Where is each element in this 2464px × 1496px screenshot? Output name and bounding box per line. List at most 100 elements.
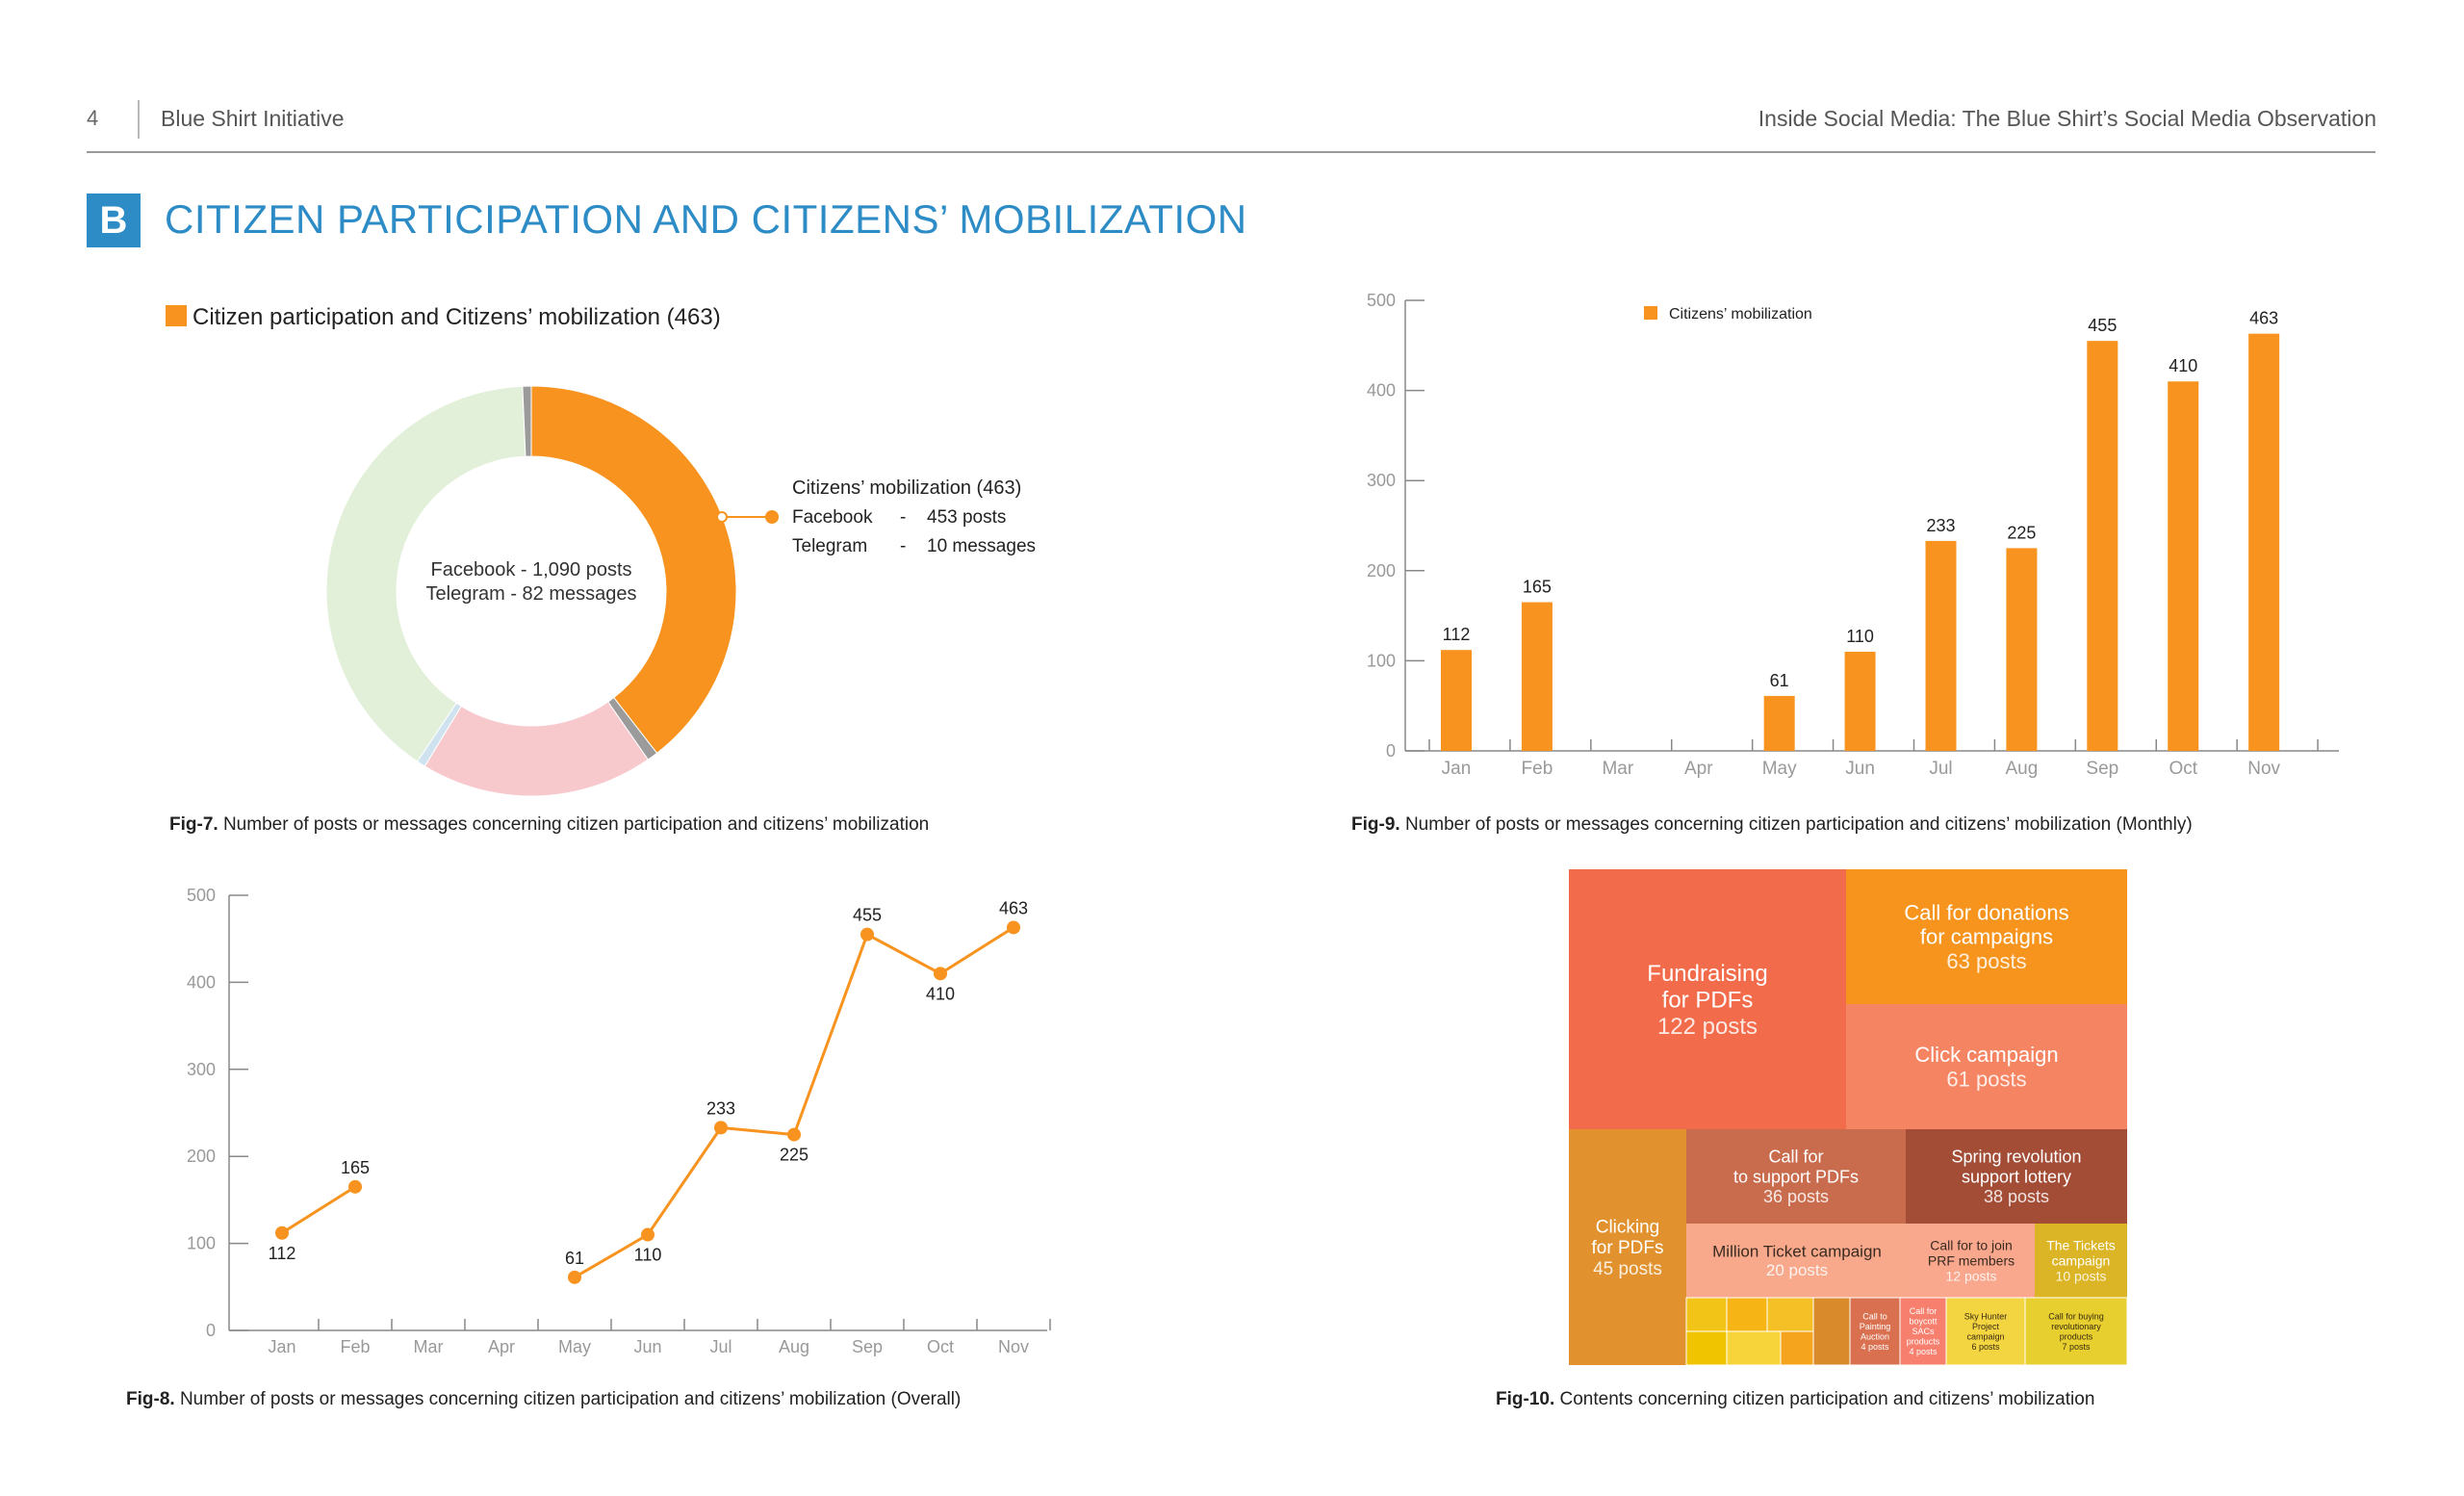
fig8-x-tick-label: Mar (414, 1337, 444, 1356)
fig10-tile-label: Spring revolution (1951, 1148, 2081, 1167)
fig9-bar-oct (2168, 381, 2199, 751)
fig9-x-tick-label: Oct (2169, 759, 2197, 779)
fig10-small-tile-label: Sky Hunter (1964, 1311, 2008, 1321)
fig9-legend-label: Citizens’ mobilization (1669, 306, 1812, 322)
fig10-tile-1 (1846, 869, 2127, 1004)
fig8-point-oct (934, 967, 947, 981)
fig10-tiny-tile (1685, 1330, 1728, 1365)
fig10-tile-7 (1908, 1224, 2035, 1298)
fig10-tile-label: for PDFs (1592, 1238, 1664, 1258)
fig10-tiny-tile (1685, 1297, 1728, 1332)
fig10-tile-count: 10 posts (2056, 1269, 2107, 1284)
fig7-callout-title: Citizens’ mobilization (463) (792, 477, 1021, 499)
fig8-caption-text: Number of posts or messages concerning c… (179, 1389, 962, 1409)
fig9-data-label: 225 (2007, 523, 2036, 542)
fig10-small-tile-label: Call to (1862, 1311, 1887, 1321)
fig9-bar-jun (1844, 652, 1876, 751)
fig10-tile-count: 20 posts (1766, 1261, 1828, 1279)
fig10-small-tile-label: Auction (1861, 1331, 1889, 1341)
fig10-tile-label: The Tickets (2046, 1237, 2116, 1252)
fig8-data-label: 463 (999, 898, 1028, 917)
fig9-y-tick-label: 500 (1367, 291, 1396, 310)
fig10-small-tile-count: 6 posts (1971, 1342, 2000, 1352)
fig10-caption: Fig-10. Contents concerning citizen part… (1496, 1389, 2094, 1410)
fig8-x-tick-label: Jun (633, 1337, 661, 1356)
fig10-caption-label: Fig-10. (1496, 1389, 1555, 1409)
fig8-point-jun (641, 1227, 654, 1242)
fig10-small-tile-count: 4 posts (1861, 1342, 1889, 1352)
fig10-tile-label: to support PDFs (1733, 1167, 1859, 1186)
fig9-data-label: 61 (1770, 671, 1789, 690)
fig9-caption: Fig-9. Number of posts or messages conce… (1351, 814, 2193, 836)
fig7-callout-row1-value: 453 posts (927, 507, 1006, 528)
fig7-slice-0 (530, 385, 737, 755)
fig10-tiny-tile (1812, 1297, 1851, 1365)
fig8-data-label: 61 (565, 1249, 584, 1268)
fig7-caption-text: Number of posts or messages concerning c… (222, 814, 930, 835)
fig10-tile-count: 36 posts (1763, 1187, 1829, 1206)
fig9-caption-text: Number of posts or messages concerning c… (1404, 814, 2193, 835)
fig10-small-tile-count: 7 posts (2062, 1342, 2091, 1352)
fig10-small-tile-1 (1899, 1297, 1947, 1365)
fig7-callout-row2-platform: Telegram (792, 536, 867, 556)
fig10-small-tile-2 (1945, 1297, 2026, 1365)
fig7-legend-label: Citizen participation and Citizens’ mobi… (192, 304, 721, 330)
fig10-tile-count: 45 posts (1593, 1259, 1662, 1279)
fig7-caption-label: Fig-7. (169, 814, 218, 835)
fig7-callout-row1-dash: - (900, 507, 906, 528)
fig10-tile-label: PRF members (1928, 1252, 2015, 1268)
fig10-tile-count: 12 posts (1946, 1269, 1997, 1284)
fig10-tile-label: Fundraising (1647, 961, 1767, 987)
fig7-callout-dot (765, 510, 779, 524)
header-left-title: Blue Shirt Initiative (161, 106, 345, 131)
fig10-tiny-tile (1766, 1297, 1814, 1332)
fig9-x-tick-label: May (1762, 759, 1797, 779)
fig9-bar-sep (2087, 341, 2118, 751)
fig8-point-feb (348, 1179, 362, 1194)
fig9-x-tick-label: Feb (1522, 759, 1553, 779)
fig8-x-tick-label: Jan (268, 1337, 295, 1356)
fig9-bar-chart: 0 100 200 300 400 500 Jan 112 Feb 165 Mar Apr May 61 J… (1367, 291, 2339, 779)
fig9-x-tick-label: Apr (1684, 759, 1713, 779)
fig8-y-tick-label: 300 (187, 1060, 216, 1079)
fig9-x-tick-label: Jun (1845, 759, 1875, 779)
fig8-data-label: 110 (634, 1246, 662, 1265)
fig8-y-tick-label: 200 (187, 1147, 216, 1166)
fig9-x-tick-label: Jan (1442, 759, 1472, 779)
fig7-slices (325, 385, 737, 797)
fig8-y-tick-label: 400 (187, 972, 216, 992)
fig9-data-label: 410 (2169, 356, 2197, 375)
fig10-small-tile-label: products (2060, 1331, 2093, 1341)
fig10-tile-label: Call for (1768, 1148, 1823, 1167)
fig7-callout-row2-dash: - (900, 536, 906, 556)
fig10-tile-label: for campaigns (1920, 925, 2053, 949)
fig8-y-tick-label: 0 (206, 1321, 216, 1340)
fig7-slice-2 (424, 701, 649, 797)
fig8-point-sep (860, 927, 874, 941)
fig8-data-label: 112 (269, 1244, 296, 1263)
fig8-x-tick-label: Oct (927, 1337, 954, 1356)
fig9-y-tick-label: 100 (1367, 651, 1396, 670)
fig9-data-label: 463 (2249, 309, 2278, 328)
fig7-callout-start (716, 511, 728, 523)
fig9-y-tick-label: 200 (1367, 561, 1396, 580)
header-rule (87, 151, 2375, 153)
fig8-data-label: 455 (853, 906, 882, 925)
fig10-tile-6 (1686, 1224, 1908, 1298)
fig10-tiny-tile (1726, 1330, 1782, 1365)
fig10-tile-label: Million Ticket campaign (1712, 1243, 1882, 1261)
fig8-caption-label: Fig-8. (126, 1389, 175, 1409)
fig10-caption-text: Contents concerning citizen participatio… (1559, 1389, 2095, 1409)
fig10-tile-count: 122 posts (1657, 1014, 1758, 1040)
fig10-tile-4 (1686, 1129, 1906, 1224)
fig9-data-label: 455 (2088, 316, 2117, 335)
fig10-tile-label: Clicking (1596, 1217, 1660, 1237)
fig8-y-tick-label: 500 (187, 886, 216, 905)
fig8-x-tick-label: May (558, 1337, 591, 1356)
fig9-bar-aug (2006, 548, 2038, 751)
page-number: 4 (87, 106, 99, 130)
fig10-tile-8 (2035, 1224, 2127, 1298)
fig7-slice-5 (522, 385, 532, 457)
fig7-center-line-2: Telegram - 82 messages (426, 583, 637, 605)
